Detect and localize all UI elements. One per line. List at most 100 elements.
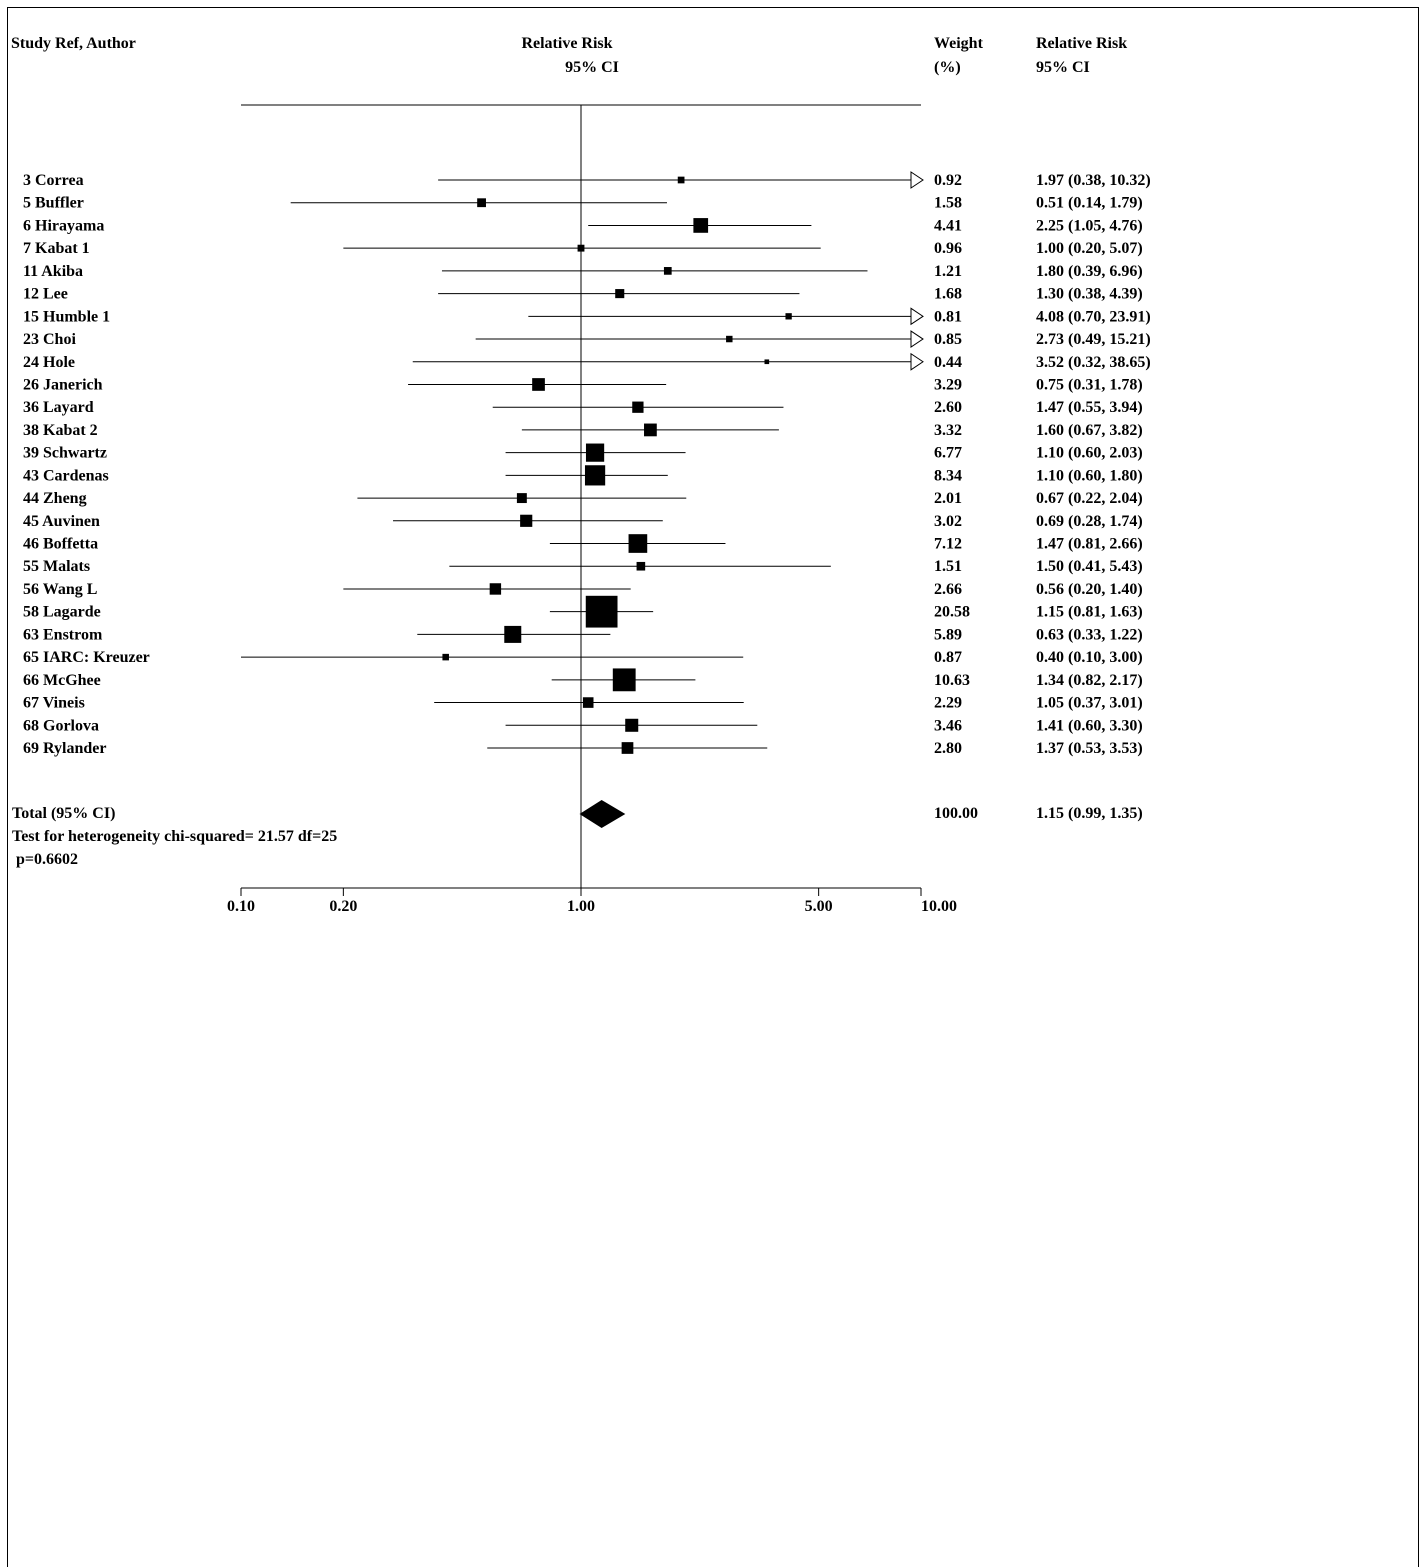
study-weight: 5.89 [934,626,962,643]
study-weight: 10.63 [934,672,970,689]
study-weight: 0.87 [934,649,962,666]
study-row: 65 IARC: Kreuzer 0.87 0.40 (0.10, 3.00) [23,649,1143,666]
study-row: 43 Cardenas 8.34 1.10 (0.60, 1.80) [23,465,1143,486]
point-estimate-box [726,335,733,343]
header-weight: Weight [934,35,984,52]
point-estimate-box [585,595,618,628]
study-label: 67 Vineis [23,695,85,712]
study-label: 23 Choi [23,331,76,348]
point-estimate-box [677,176,685,184]
study-row: 66 McGhee 10.63 1.34 (0.82, 2.17) [23,668,1143,692]
point-estimate-box [520,514,533,527]
study-weight: 3.46 [934,717,962,734]
study-label: 45 Auvinen [23,513,100,530]
study-rr-ci: 1.34 (0.82, 2.17) [1036,672,1143,689]
point-estimate-box [585,443,605,462]
study-row: 24 Hole 0.44 3.52 (0.32, 38.65) [23,352,1151,371]
study-weight: 2.60 [934,399,962,416]
study-weight: 2.29 [934,695,962,712]
study-weight: 2.01 [934,490,962,507]
study-row: 5 Buffler 1.58 0.51 (0.14, 1.79) [23,195,1143,212]
study-weight: 3.02 [934,513,962,530]
point-estimate-box [477,198,486,208]
study-label: 39 Schwartz [23,445,107,462]
study-weight: 0.81 [934,308,962,325]
point-estimate-box [489,583,502,595]
study-label: 38 Kabat 2 [23,422,98,439]
study-label: 58 Lagarde [23,604,101,621]
study-weight: 0.44 [934,354,962,371]
study-row: 12 Lee 1.68 1.30 (0.38, 4.39) [23,286,1143,303]
point-estimate-box [612,668,636,692]
study-row: 45 Auvinen 3.02 0.69 (0.28, 1.74) [23,513,1143,530]
study-label: 26 Janerich [23,376,103,393]
header-rr-col: Relative Risk [1036,35,1127,52]
study-label: 63 Enstrom [23,626,103,643]
ci-overflow-arrow [910,171,924,189]
study-rr-ci: 0.56 (0.20, 1.40) [1036,581,1143,598]
point-estimate-box [582,697,594,708]
study-label: 3 Correa [23,172,84,189]
study-rr-ci: 1.97 (0.38, 10.32) [1036,172,1151,189]
study-rr-ci: 4.08 (0.70, 23.91) [1036,308,1151,325]
study-row: 36 Layard 2.60 1.47 (0.55, 3.94) [23,399,1143,416]
total-label: Total (95% CI) [12,805,115,822]
study-weight: 2.66 [934,581,962,598]
study-rr-ci: 0.63 (0.33, 1.22) [1036,626,1143,643]
study-row: 68 Gorlova 3.46 1.41 (0.60, 3.30) [23,717,1143,734]
study-rr-ci: 0.75 (0.31, 1.78) [1036,376,1143,393]
point-estimate-box [615,289,625,299]
point-estimate-box [636,561,646,571]
figure-frame [7,7,1419,1567]
point-estimate-box [663,267,672,275]
pooled-diamond [579,800,626,828]
study-weight: 0.85 [934,331,962,348]
heterogeneity-test: Test for heterogeneity chi-squared= 21.5… [12,828,337,845]
point-estimate-box [621,742,634,754]
study-rr-ci: 1.80 (0.39, 6.96) [1036,263,1143,280]
x-tick-label: 10.00 [921,898,957,915]
study-rr-ci: 1.30 (0.38, 4.39) [1036,286,1143,303]
study-row: 7 Kabat 1 0.96 1.00 (0.20, 5.07) [23,240,1143,257]
study-rr-ci: 1.47 (0.55, 3.94) [1036,399,1143,416]
study-label: 5 Buffler [23,195,84,212]
study-label: 69 Rylander [23,740,106,757]
study-row: 56 Wang L 2.66 0.56 (0.20, 1.40) [23,581,1143,598]
ci-overflow-arrow [910,330,924,348]
study-weight: 4.41 [934,217,962,234]
study-label: 65 IARC: Kreuzer [23,649,150,666]
study-row: 11 Akiba 1.21 1.80 (0.39, 6.96) [23,263,1143,280]
study-weight: 20.58 [934,604,970,621]
study-weight: 8.34 [934,467,962,484]
x-axis-ticks: 0.10 0.20 1.00 5.00 10.00 [227,888,957,915]
study-rr-ci: 1.41 (0.60, 3.30) [1036,717,1143,734]
header-rr-ci: 95% CI [565,59,619,76]
study-rr-ci: 1.15 (0.81, 1.63) [1036,604,1143,621]
study-rr-ci: 0.67 (0.22, 2.04) [1036,490,1143,507]
study-label: 43 Cardenas [23,467,109,484]
study-label: 55 Malats [23,558,90,575]
study-label: 7 Kabat 1 [23,240,90,257]
header-rr: Relative Risk [521,35,612,52]
study-row: 69 Rylander 2.80 1.37 (0.53, 3.53) [23,740,1143,757]
study-rr-ci: 1.50 (0.41, 5.43) [1036,558,1143,575]
study-weight: 1.21 [934,263,962,280]
study-weight: 7.12 [934,536,962,553]
study-rr-ci: 1.37 (0.53, 3.53) [1036,740,1143,757]
x-tick-label: 5.00 [805,898,833,915]
point-estimate-box [764,359,770,365]
study-label: 24 Hole [23,354,75,371]
study-weight: 3.32 [934,422,962,439]
study-rr-ci: 2.73 (0.49, 15.21) [1036,331,1151,348]
study-row: 6 Hirayama 4.41 2.25 (1.05, 4.76) [23,217,1143,234]
study-label: 12 Lee [23,286,68,303]
ci-overflow-arrow [910,307,924,326]
study-weight: 3.29 [934,376,962,393]
study-rr-ci: 1.10 (0.60, 1.80) [1036,467,1143,484]
study-rr-ci: 1.47 (0.81, 2.66) [1036,536,1143,553]
point-estimate-box [516,493,527,504]
total-weight: 100.00 [934,805,978,822]
study-weight: 0.92 [934,172,962,189]
header-rr-col-ci: 95% CI [1036,59,1090,76]
